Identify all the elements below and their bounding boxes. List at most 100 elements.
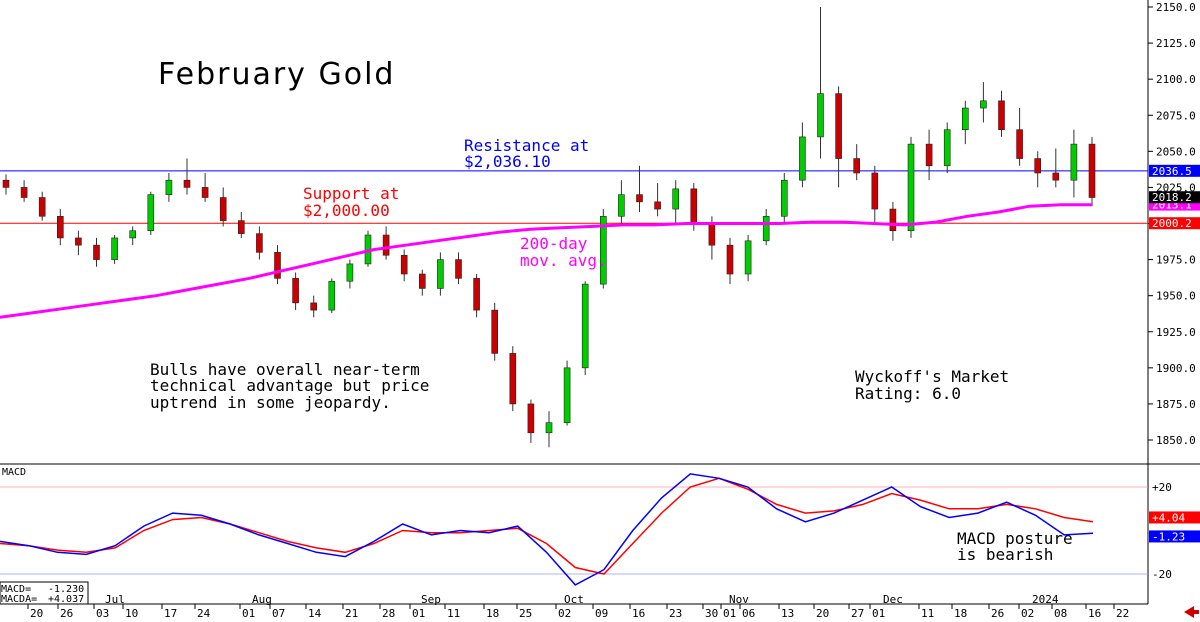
candle	[292, 272, 299, 311]
macd-badge: -1.23	[1152, 530, 1185, 543]
x-tick-label: 28	[382, 607, 395, 620]
candle	[75, 230, 82, 256]
x-tick-label: 24	[197, 607, 211, 620]
candle	[654, 183, 661, 217]
x-tick-label: 01	[723, 607, 736, 620]
candle	[473, 274, 480, 318]
candle	[925, 129, 933, 181]
candle	[328, 278, 336, 313]
macd-readout-value-2: +4.037	[48, 594, 84, 605]
price-tick-label: 1900.0	[1156, 362, 1196, 375]
x-tick-label: 02	[1021, 607, 1034, 620]
x-tick-label: 06	[742, 607, 755, 620]
candle	[111, 235, 118, 264]
x-tick-label: 07	[272, 607, 285, 620]
bulls-note-3: uptrend in some jeopardy.	[150, 393, 391, 412]
candle	[129, 226, 136, 246]
support-badge-bg	[1149, 217, 1200, 230]
candle	[56, 209, 64, 246]
x-month-label: Aug	[252, 593, 272, 606]
resistance-label-1: Resistance at	[464, 136, 589, 155]
support-label-2: $2,000.00	[303, 201, 390, 220]
candle	[744, 235, 752, 282]
macda-signal-line	[0, 477, 1094, 575]
candle	[274, 245, 281, 285]
price-tick-label: 2100.0	[1156, 73, 1196, 86]
resistance-badge: 2036.5	[1152, 165, 1192, 178]
x-tick-label: 25	[519, 607, 532, 620]
candle	[183, 158, 191, 195]
ma-label-2: mov. avg.	[520, 251, 607, 270]
moving-average-line	[0, 203, 1092, 319]
macd-panel-label: MACD	[2, 467, 26, 478]
candle	[437, 252, 444, 296]
x-tick-label: 21	[345, 607, 358, 620]
candle	[1016, 108, 1023, 166]
candle	[1034, 151, 1041, 188]
x-tick-label: 03	[96, 607, 109, 620]
candle	[1052, 148, 1060, 188]
macd-badge-bg	[1149, 530, 1200, 543]
x-tick-label: 20	[816, 607, 829, 620]
price-tick-label: 2125.0	[1156, 37, 1196, 50]
candle	[2, 174, 10, 195]
x-month-label: Nov	[729, 593, 749, 606]
candle	[364, 230, 372, 267]
candle	[346, 259, 354, 289]
candle	[762, 209, 770, 246]
x-tick-label: 16	[632, 607, 645, 620]
price-tick-label: 2025.0	[1156, 181, 1196, 194]
price-levels	[0, 170, 1148, 224]
candle	[599, 209, 607, 289]
candle	[907, 136, 915, 238]
x-tick-label: 01	[242, 607, 255, 620]
x-tick-label: 17	[164, 607, 177, 620]
candle	[853, 144, 861, 181]
macd-note-1: MACD posture	[957, 529, 1073, 548]
x-tick-label: 26	[60, 607, 73, 620]
rating-note-1: Wyckoff's Market	[855, 367, 1009, 386]
last-price-badge-bg	[1149, 191, 1200, 204]
candle	[491, 302, 499, 361]
candle	[636, 165, 643, 212]
candle	[201, 172, 209, 202]
candle	[581, 281, 589, 376]
candle	[20, 180, 28, 202]
x-month-label: Dec	[883, 593, 903, 606]
x-tick-label: 11	[921, 607, 934, 620]
candle	[509, 346, 517, 412]
candle	[943, 122, 951, 173]
candle	[382, 226, 390, 260]
candle	[93, 237, 100, 267]
x-tick-label: 14	[308, 607, 322, 620]
candle	[817, 7, 824, 159]
macd-readout-box	[0, 581, 89, 605]
x-tick-label: 20	[30, 607, 43, 620]
x-tick-label: 30	[705, 607, 718, 620]
x-tick-label: 01	[872, 607, 885, 620]
x-tick-label: 13	[781, 607, 794, 620]
candle	[219, 187, 227, 227]
price-tick-label: 1925.0	[1156, 326, 1196, 339]
macda-badge: +4.04	[1152, 511, 1185, 524]
candle	[799, 122, 806, 188]
candle	[256, 226, 263, 260]
left-arrow-icon[interactable]	[1184, 606, 1199, 618]
macd-readout-label-2: MACDA=	[1, 594, 37, 605]
candle	[961, 100, 969, 145]
x-tick-label: 16	[1088, 607, 1101, 620]
x-tick-label: 22	[1116, 607, 1129, 620]
resistance-label-2: $2,036.10	[464, 152, 551, 171]
candle	[1070, 129, 1078, 198]
candle	[418, 269, 426, 296]
macd-badges: +4.04 -1.23	[1149, 511, 1200, 543]
x-tick-label: 08	[1054, 607, 1067, 620]
candle	[672, 180, 680, 224]
price-tick-label: 1975.0	[1156, 254, 1196, 267]
candle	[38, 191, 46, 221]
candle	[726, 237, 734, 285]
candle	[889, 201, 897, 241]
